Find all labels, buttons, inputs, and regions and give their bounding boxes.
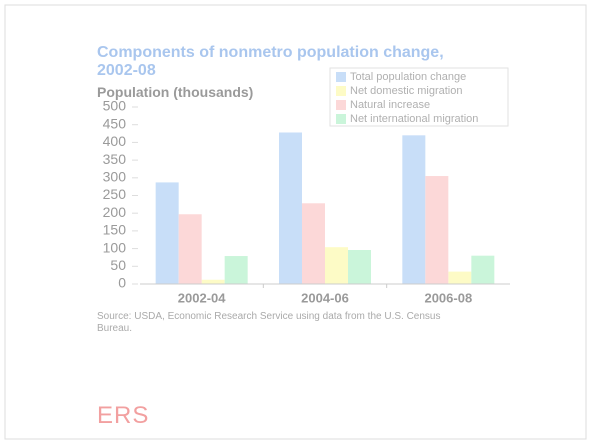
- bar: [224, 256, 248, 284]
- y-tick-label: 100: [103, 239, 127, 255]
- x-tick-label: 2002-04: [178, 290, 226, 305]
- legend-swatch: [336, 72, 346, 82]
- legend-swatch: [336, 114, 346, 124]
- chart-title: Components of nonmetro population change…: [97, 44, 444, 79]
- logo: ERS: [97, 402, 150, 429]
- legend-label: Natural increase: [350, 99, 430, 111]
- y-tick-label: 500: [103, 98, 127, 114]
- bar: [425, 176, 449, 284]
- y-tick-label: 50: [110, 257, 126, 273]
- y-tick-label: 250: [103, 186, 127, 202]
- bar: [348, 250, 371, 284]
- source-note: Source: USDA, Economic Research Service …: [97, 311, 441, 334]
- legend-swatch: [336, 100, 346, 110]
- slide-border: [4, 4, 587, 440]
- bar: [201, 279, 225, 284]
- y-tick-label: 200: [103, 204, 127, 220]
- bar: [279, 132, 302, 284]
- legend-box: [329, 67, 509, 127]
- y-tick-label: 450: [103, 115, 127, 131]
- y-tick-label: 0: [118, 275, 126, 291]
- y-axis-label: Population (thousands): [97, 84, 254, 100]
- bar: [178, 214, 202, 284]
- bar: [325, 247, 348, 284]
- x-tick-label: 2004-06: [301, 290, 349, 305]
- y-tick-label: 350: [103, 151, 127, 167]
- y-tick-label: 150: [103, 222, 127, 238]
- y-tick-label: 400: [103, 133, 127, 149]
- bar: [402, 135, 426, 284]
- legend-label: Total population change: [350, 71, 466, 83]
- bar: [471, 255, 495, 284]
- legend-label: Net international migration: [350, 113, 478, 125]
- legend-label: Net domestic migration: [350, 85, 463, 97]
- bar: [302, 203, 325, 284]
- x-tick-label: 2006-08: [424, 290, 472, 305]
- y-tick-label: 300: [103, 169, 127, 185]
- legend-swatch: [336, 86, 346, 96]
- bar: [448, 271, 472, 284]
- bar: [155, 182, 179, 284]
